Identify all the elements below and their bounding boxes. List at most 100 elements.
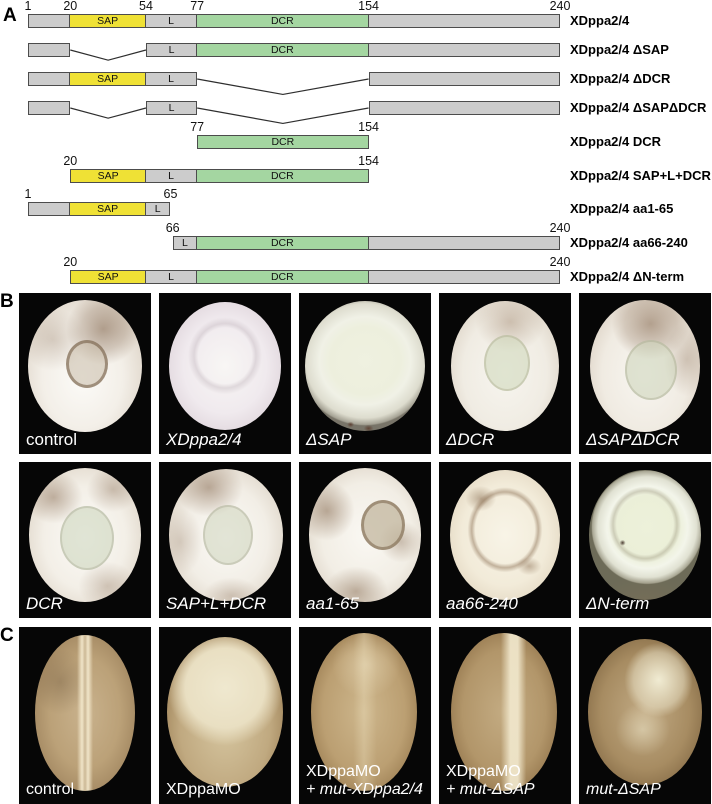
domain-sap: SAP [69, 202, 146, 216]
embryo-photo [29, 468, 141, 602]
embryo-photo [451, 633, 557, 791]
embryo-label: ΔSAPΔDCR [586, 430, 680, 449]
embryo-label: ΔSAP [306, 430, 351, 449]
blastopore-plug [60, 505, 115, 570]
embryo-micrograph-cell: control [19, 293, 151, 454]
embryo-label: SAP+L+DCR [166, 594, 266, 613]
embryo-label: ΔN-term [586, 594, 649, 613]
embryo-label-line: + mut-ΔSAP [446, 781, 535, 799]
embryo-micrograph-cell: ΔN-term [579, 462, 711, 618]
domain-dcr: DCR [197, 135, 369, 149]
aa-position-tick: 240 [549, 255, 571, 269]
embryo-micrograph-cell: aa66-240 [439, 462, 571, 618]
aa-position-tick: 65 [163, 187, 178, 201]
domain-dcr: DCR [196, 270, 369, 284]
construct-name-label: XDppa2/4 aa66-240 [570, 235, 688, 250]
domain-dcr: DCR [196, 14, 369, 28]
domain-l: L [144, 14, 198, 28]
embryo-label: control [26, 430, 77, 449]
construct-row: 66 240 L DCR XDppa2/4 aa66-240 [0, 221, 712, 250]
domain-dcr: DCR [196, 169, 369, 183]
domain-l: L [145, 43, 198, 57]
embryo-label: DCR [26, 594, 63, 613]
domain-sap: SAP [70, 270, 146, 284]
embryo-label-line: XDppaMO [446, 763, 521, 781]
construct-row: SAP L XDppa2/4 ΔDCR [0, 72, 712, 86]
embryo-label: XDppa2/4 [166, 430, 242, 449]
embryo-photo [451, 301, 559, 431]
embryo-label-line: ΔSAP [306, 429, 352, 449]
domain-l: L [144, 202, 171, 216]
segment-gray [28, 43, 71, 57]
domain-sap: SAP [69, 72, 146, 86]
embryo-photo [169, 302, 281, 430]
blastopore-plug [625, 339, 678, 400]
blastopore-plug [360, 500, 405, 551]
panel-c-row: control XDppaMO XDppaMO + mut-XDppa2/4 XD… [19, 627, 711, 804]
embryo-photo [305, 301, 425, 431]
embryo-label-line: DCR [26, 593, 63, 613]
domain-sap: SAP [70, 169, 146, 183]
segment-gray [367, 270, 560, 284]
embryo-label: aa1-65 [306, 594, 359, 613]
segment-gray [367, 14, 560, 28]
aa-position-tick: 1 [24, 187, 32, 201]
embryo-micrograph-cell: aa1-65 [299, 462, 431, 618]
construct-row: 1 65 SAP L XDppa2/4 aa1-65 [0, 187, 712, 216]
aa-position-tick: 77 [190, 0, 205, 13]
construct-name-label: XDppa2/4 ΔDCR [570, 71, 671, 86]
domain-dcr: DCR [196, 43, 369, 57]
embryo-photo [167, 637, 283, 787]
embryo-label-line: aa66-240 [446, 593, 518, 613]
embryo-photo [309, 468, 421, 602]
construct-row: 77 154 DCR XDppa2/4 DCR [0, 120, 712, 149]
embryo-label-line: + mut-XDppa2/4 [306, 781, 423, 799]
aa-position-tick: 240 [549, 0, 571, 13]
construct-name-label: XDppa2/4 SAP+L+DCR [570, 168, 711, 183]
embryo-label: mut-ΔSAP [586, 781, 661, 799]
embryo-label-line: control [26, 429, 78, 449]
embryo-micrograph-cell: XDppa2/4 [159, 293, 291, 454]
construct-name-label: XDppa2/4 ΔN-term [570, 269, 685, 284]
aa-position-tick: 1 [24, 0, 32, 13]
domain-l: L [145, 101, 198, 115]
construct-row: L XDppa2/4 ΔSAPΔDCR [0, 101, 712, 115]
domain-l: L [172, 236, 198, 250]
blastopore-plug [65, 339, 108, 388]
embryo-label-line: ΔN-term [586, 593, 650, 613]
embryo-micrograph-cell: ΔDCR [439, 293, 571, 454]
embryo-photo [311, 633, 417, 791]
construct-row: 1 20 54 77 154 240 SAP L DCR XDppa2/4 [0, 0, 712, 28]
embryo-micrograph-cell: ΔSAP [299, 293, 431, 454]
panel-a: A 1 20 54 77 154 240 SAP L DCR XDppa2/4 L DCR XDppa2… [0, 0, 712, 295]
aa-position-tick: 20 [63, 255, 78, 269]
embryo-photo [590, 300, 700, 432]
construct-name-label: XDppa2/4 aa1-65 [570, 201, 674, 216]
domain-l: L [144, 270, 198, 284]
aa-position-tick: 154 [358, 120, 379, 134]
embryo-label: control [26, 781, 74, 799]
embryo-label: XDppaMO [166, 781, 241, 799]
embryo-label-line: mut-ΔSAP [586, 781, 661, 799]
segment-gray [28, 202, 71, 216]
embryo-label: XDppaMO + mut-ΔSAP [446, 763, 535, 799]
panel-b-row-1: control XDppa2/4 ΔSAP ΔDCR ΔSAPΔDCR [19, 293, 711, 454]
construct-name-label: XDppa2/4 [570, 13, 630, 28]
embryo-micrograph-cell: XDppaMO + mut-ΔSAP [439, 627, 571, 804]
embryo-photo [28, 300, 142, 432]
embryo-micrograph-cell: SAP+L+DCR [159, 462, 291, 618]
segment-gray [368, 72, 560, 86]
segment-gray [28, 14, 71, 28]
panel-b-row-2: DCR SAP+L+DCR aa1-65 aa66-240 ΔN-term [19, 462, 711, 618]
embryo-label-line: XDppa2/4 [166, 429, 242, 449]
embryo-label: aa66-240 [446, 594, 518, 613]
embryo-micrograph-cell: mut-ΔSAP [579, 627, 711, 804]
segment-gray [367, 43, 560, 57]
embryo-photo [169, 469, 283, 601]
segment-gray [367, 236, 560, 250]
embryo-micrograph-cell: control [19, 627, 151, 804]
aa-position-tick: 66 [165, 221, 180, 235]
domain-l: L [144, 72, 198, 86]
domain-dcr: DCR [196, 236, 369, 250]
